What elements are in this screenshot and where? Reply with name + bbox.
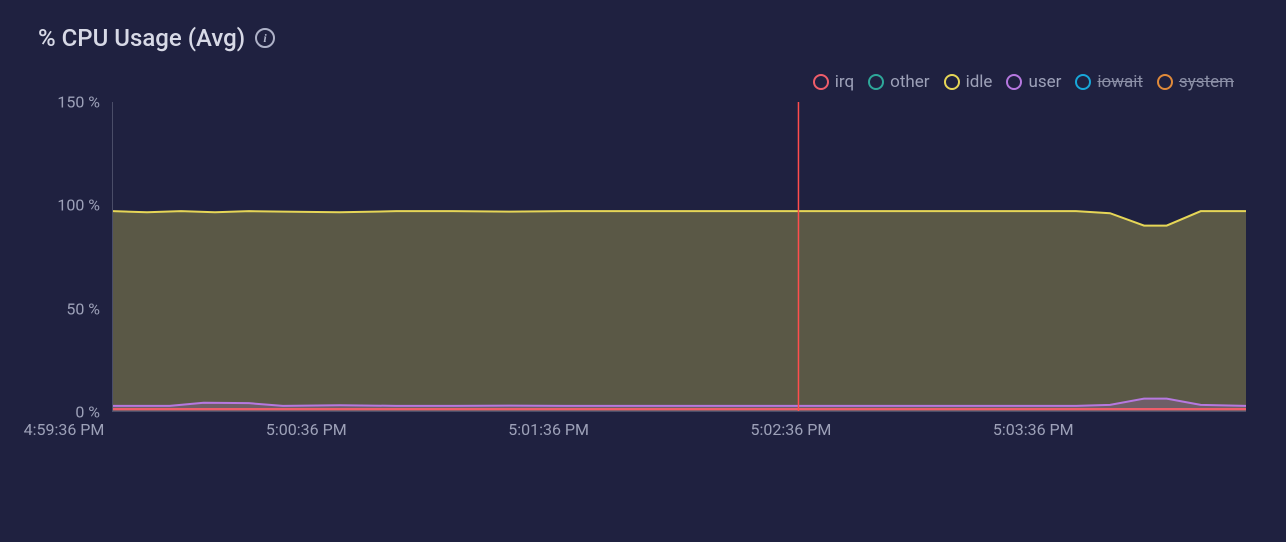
x-tick-label: 5:00:36 PM (266, 420, 347, 439)
panel-title: % CPU Usage (Avg) (38, 24, 245, 52)
plot-area[interactable] (112, 102, 1246, 412)
x-tick-label: 5:03:36 PM (993, 420, 1074, 439)
chart-area: 0 %50 %100 %150 % 4:59:36 PM5:00:36 PM5:… (16, 102, 1270, 452)
chart-legend: irq other idle user iowait system (16, 72, 1270, 92)
legend-label-other: other (890, 72, 929, 92)
chart-svg (113, 102, 1246, 411)
info-icon[interactable]: i (255, 28, 275, 48)
legend-item-other[interactable]: other (868, 72, 929, 92)
legend-item-system[interactable]: system (1157, 72, 1234, 92)
x-tick-label: 5:02:36 PM (751, 420, 832, 439)
x-tick-label: 4:59:36 PM (24, 420, 105, 439)
legend-swatch-system (1157, 74, 1173, 90)
legend-swatch-iowait (1075, 74, 1091, 90)
legend-item-user[interactable]: user (1006, 72, 1061, 92)
y-axis: 0 %50 %100 %150 % (16, 102, 106, 412)
y-tick-label: 150 % (16, 93, 100, 112)
legend-swatch-user (1006, 74, 1022, 90)
legend-swatch-irq (813, 74, 829, 90)
legend-item-irq[interactable]: irq (813, 72, 854, 92)
y-tick-label: 50 % (16, 299, 100, 318)
legend-item-iowait[interactable]: iowait (1075, 72, 1143, 92)
legend-label-irq: irq (835, 72, 854, 92)
legend-item-idle[interactable]: idle (944, 72, 993, 92)
cpu-usage-panel: % CPU Usage (Avg) i irq other idle user iowa… (0, 0, 1286, 542)
y-tick-label: 0 % (16, 403, 100, 422)
y-tick-label: 100 % (16, 196, 100, 215)
title-row: % CPU Usage (Avg) i (16, 24, 1270, 52)
x-axis: 4:59:36 PM5:00:36 PM5:01:36 PM5:02:36 PM… (64, 420, 1246, 444)
legend-label-system: system (1179, 72, 1234, 92)
series-fill-idle (113, 211, 1246, 411)
legend-swatch-idle (944, 74, 960, 90)
legend-label-user: user (1028, 72, 1061, 92)
legend-swatch-other (868, 74, 884, 90)
x-tick-label: 5:01:36 PM (508, 420, 589, 439)
legend-label-iowait: iowait (1097, 72, 1143, 92)
legend-label-idle: idle (966, 72, 993, 92)
